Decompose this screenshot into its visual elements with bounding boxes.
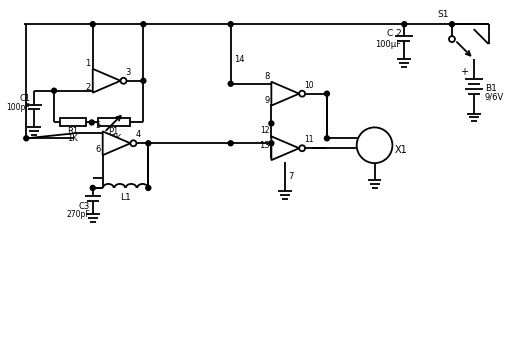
- Circle shape: [299, 91, 305, 97]
- Circle shape: [141, 22, 146, 27]
- Circle shape: [228, 22, 233, 27]
- Circle shape: [24, 136, 29, 141]
- Text: X1: X1: [394, 145, 407, 155]
- Circle shape: [299, 145, 305, 151]
- Text: 13: 13: [259, 141, 269, 150]
- Text: 100pF: 100pF: [6, 103, 30, 112]
- Circle shape: [89, 120, 94, 125]
- Circle shape: [449, 36, 455, 42]
- Text: C3: C3: [79, 202, 90, 211]
- Text: 12: 12: [260, 126, 269, 135]
- Text: 3: 3: [125, 68, 131, 77]
- Circle shape: [324, 91, 329, 96]
- Text: 8: 8: [264, 72, 269, 81]
- Circle shape: [324, 136, 329, 141]
- Text: 11: 11: [304, 135, 314, 144]
- Text: P1: P1: [108, 127, 119, 136]
- Circle shape: [269, 141, 274, 146]
- Text: 6: 6: [95, 145, 101, 154]
- Text: +: +: [460, 67, 468, 77]
- Text: 9/6V: 9/6V: [485, 93, 504, 102]
- FancyBboxPatch shape: [98, 118, 131, 126]
- Circle shape: [228, 141, 233, 146]
- Circle shape: [90, 22, 95, 27]
- Circle shape: [269, 121, 274, 126]
- Text: L1: L1: [120, 193, 131, 202]
- Circle shape: [51, 88, 57, 93]
- Text: 7: 7: [288, 171, 294, 180]
- Circle shape: [121, 78, 126, 84]
- Circle shape: [131, 140, 136, 146]
- Circle shape: [90, 185, 95, 190]
- Text: 4: 4: [135, 130, 141, 139]
- Text: 270pF: 270pF: [66, 210, 90, 219]
- Text: 2: 2: [85, 83, 91, 92]
- Text: C 2: C 2: [386, 29, 401, 38]
- Polygon shape: [271, 82, 299, 106]
- Circle shape: [357, 127, 393, 163]
- Text: 47K: 47K: [106, 134, 122, 143]
- Circle shape: [228, 81, 233, 86]
- Text: 100μF: 100μF: [375, 40, 401, 49]
- Polygon shape: [93, 69, 121, 93]
- Text: 1: 1: [85, 59, 91, 68]
- Circle shape: [146, 141, 151, 146]
- Circle shape: [141, 78, 146, 83]
- Text: S1: S1: [437, 10, 449, 19]
- Text: 9: 9: [264, 96, 269, 105]
- Text: 14: 14: [233, 55, 244, 64]
- Text: 10: 10: [304, 81, 314, 90]
- Text: C1: C1: [19, 94, 30, 103]
- Circle shape: [146, 185, 151, 190]
- Text: R1: R1: [68, 127, 79, 136]
- Text: 1K: 1K: [68, 134, 79, 143]
- Circle shape: [449, 22, 454, 27]
- Polygon shape: [102, 131, 131, 155]
- FancyBboxPatch shape: [60, 118, 86, 126]
- Circle shape: [402, 22, 407, 27]
- Text: B1: B1: [485, 84, 497, 93]
- Polygon shape: [271, 136, 299, 160]
- Text: 5: 5: [96, 121, 101, 130]
